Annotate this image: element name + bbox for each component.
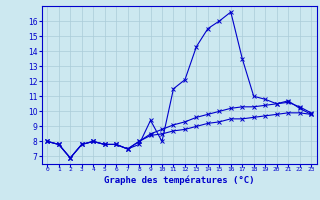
X-axis label: Graphe des températures (°C): Graphe des températures (°C) bbox=[104, 175, 254, 185]
